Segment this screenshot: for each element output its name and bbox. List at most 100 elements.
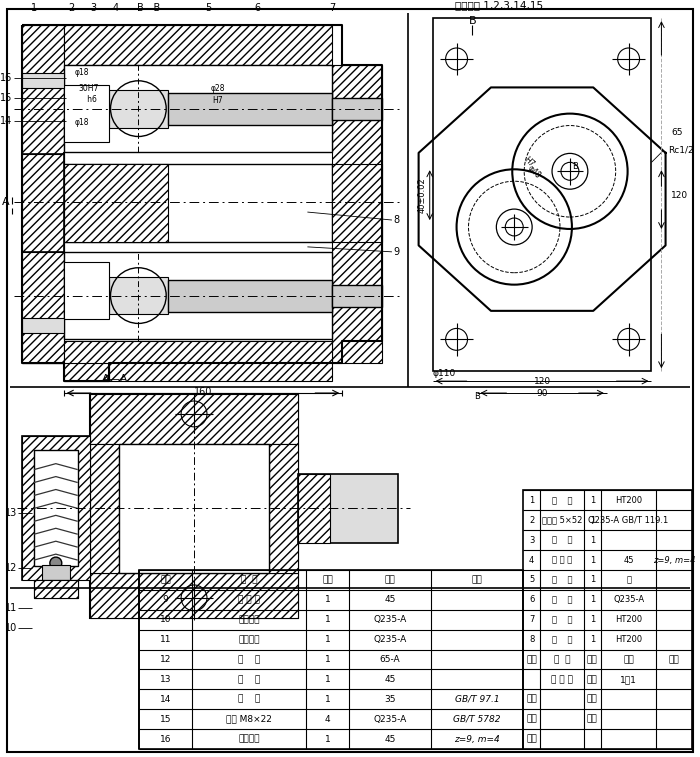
Text: 45: 45	[384, 734, 395, 743]
Text: 审核: 审核	[526, 734, 537, 743]
Text: 3: 3	[529, 536, 534, 545]
Text: 3: 3	[90, 3, 97, 13]
Text: 35: 35	[384, 695, 395, 704]
Text: 名  称: 名 称	[554, 655, 570, 664]
Text: 10: 10	[160, 615, 172, 625]
Text: A—A: A—A	[102, 374, 128, 384]
Bar	[139, 570, 523, 749]
Text: 描图: 描图	[526, 715, 537, 724]
Polygon shape	[22, 436, 90, 580]
Text: z=9, m=4: z=9, m=4	[454, 734, 500, 743]
Text: 1: 1	[325, 615, 330, 625]
Bar	[120, 444, 269, 573]
Text: φ110: φ110	[433, 369, 456, 378]
Text: 毡: 毡	[626, 575, 631, 584]
Text: 制图: 制图	[526, 695, 537, 704]
Text: φ18: φ18	[74, 68, 89, 77]
Text: 件数: 件数	[323, 575, 333, 584]
Text: 40±0.02: 40±0.02	[417, 177, 426, 213]
Text: 11: 11	[5, 603, 17, 613]
Text: 1: 1	[589, 556, 595, 565]
Text: 5: 5	[205, 3, 211, 13]
Text: 13: 13	[160, 675, 172, 684]
Text: 45: 45	[384, 596, 395, 604]
Text: 1: 1	[31, 3, 37, 13]
Text: 齿 轮 泵: 齿 轮 泵	[551, 675, 573, 684]
Bar	[34, 450, 78, 566]
Text: 4: 4	[529, 556, 534, 565]
Text: HT200: HT200	[615, 615, 642, 625]
Polygon shape	[64, 25, 332, 65]
Bar	[64, 252, 332, 339]
Text: 齿 轮 轴: 齿 轮 轴	[552, 556, 572, 565]
Bar	[523, 491, 692, 749]
Text: 泵    体: 泵 体	[552, 635, 572, 644]
Text: 10: 10	[5, 623, 17, 633]
Text: 1: 1	[529, 496, 534, 505]
Text: Q235-A: Q235-A	[373, 615, 407, 625]
Text: 6: 6	[529, 596, 534, 604]
Text: 填    料: 填 料	[552, 575, 572, 584]
Bar	[64, 164, 332, 242]
Text: 12: 12	[5, 563, 17, 573]
Bar	[22, 319, 64, 333]
Bar	[64, 65, 332, 152]
Text: 1: 1	[325, 635, 330, 644]
Text: φ18: φ18	[74, 118, 89, 127]
Text: 螺栓 M8×22: 螺栓 M8×22	[226, 715, 272, 724]
Bar	[332, 285, 382, 307]
Text: GB/T 97.1: GB/T 97.1	[454, 695, 499, 704]
Text: H7: H7	[213, 96, 223, 105]
Text: 65-A: 65-A	[379, 655, 400, 664]
Text: 1: 1	[325, 695, 330, 704]
Text: Q235-A: Q235-A	[373, 715, 407, 724]
Bar	[298, 474, 398, 544]
Circle shape	[50, 557, 62, 569]
Text: φ28: φ28	[211, 84, 225, 93]
Text: 5: 5	[529, 575, 534, 584]
Text: 4: 4	[325, 715, 330, 724]
Text: HT200: HT200	[615, 635, 642, 644]
Text: φ48: φ48	[526, 164, 543, 181]
Text: 螺    母: 螺 母	[552, 596, 572, 604]
Text: 7: 7	[529, 615, 534, 625]
Text: 序号: 序号	[160, 575, 171, 584]
Polygon shape	[64, 164, 168, 242]
Text: 4: 4	[113, 3, 118, 13]
Text: 1: 1	[589, 635, 595, 644]
Text: 15: 15	[0, 92, 13, 103]
Bar	[168, 93, 332, 125]
Text: 1: 1	[589, 575, 595, 584]
Polygon shape	[90, 444, 120, 573]
Text: 从 动 轴: 从 动 轴	[238, 596, 260, 604]
Bar	[433, 18, 652, 371]
Bar	[168, 279, 332, 311]
Polygon shape	[90, 394, 298, 444]
Bar	[64, 85, 108, 142]
Text: 1：1: 1：1	[620, 675, 637, 684]
Text: 1: 1	[325, 675, 330, 684]
Text: 纸    垫: 纸 垫	[552, 536, 572, 545]
Text: 1: 1	[325, 734, 330, 743]
Text: 90: 90	[536, 388, 548, 397]
Text: 8: 8	[394, 215, 400, 225]
Bar	[332, 98, 382, 120]
Text: B: B	[475, 391, 480, 400]
Text: Q235-A GB/T 119.1: Q235-A GB/T 119.1	[589, 516, 668, 525]
Text: 6: 6	[255, 3, 261, 13]
Bar	[34, 580, 78, 598]
Polygon shape	[22, 363, 108, 381]
Text: 泵    盖: 泵 盖	[552, 496, 572, 505]
Text: 名  称: 名 称	[241, 575, 258, 584]
Text: 拆卸零件 1,2,3,14,15: 拆卸零件 1,2,3,14,15	[454, 0, 542, 11]
Bar	[108, 277, 168, 314]
Text: 比例: 比例	[587, 675, 598, 684]
Text: 1: 1	[325, 596, 330, 604]
Text: 1: 1	[589, 536, 595, 545]
Text: 7: 7	[329, 3, 335, 13]
Polygon shape	[22, 25, 64, 363]
Text: 16: 16	[160, 734, 172, 743]
Text: B: B	[469, 16, 476, 26]
Polygon shape	[332, 65, 382, 363]
Text: 调节螺钉: 调节螺钉	[239, 635, 260, 644]
